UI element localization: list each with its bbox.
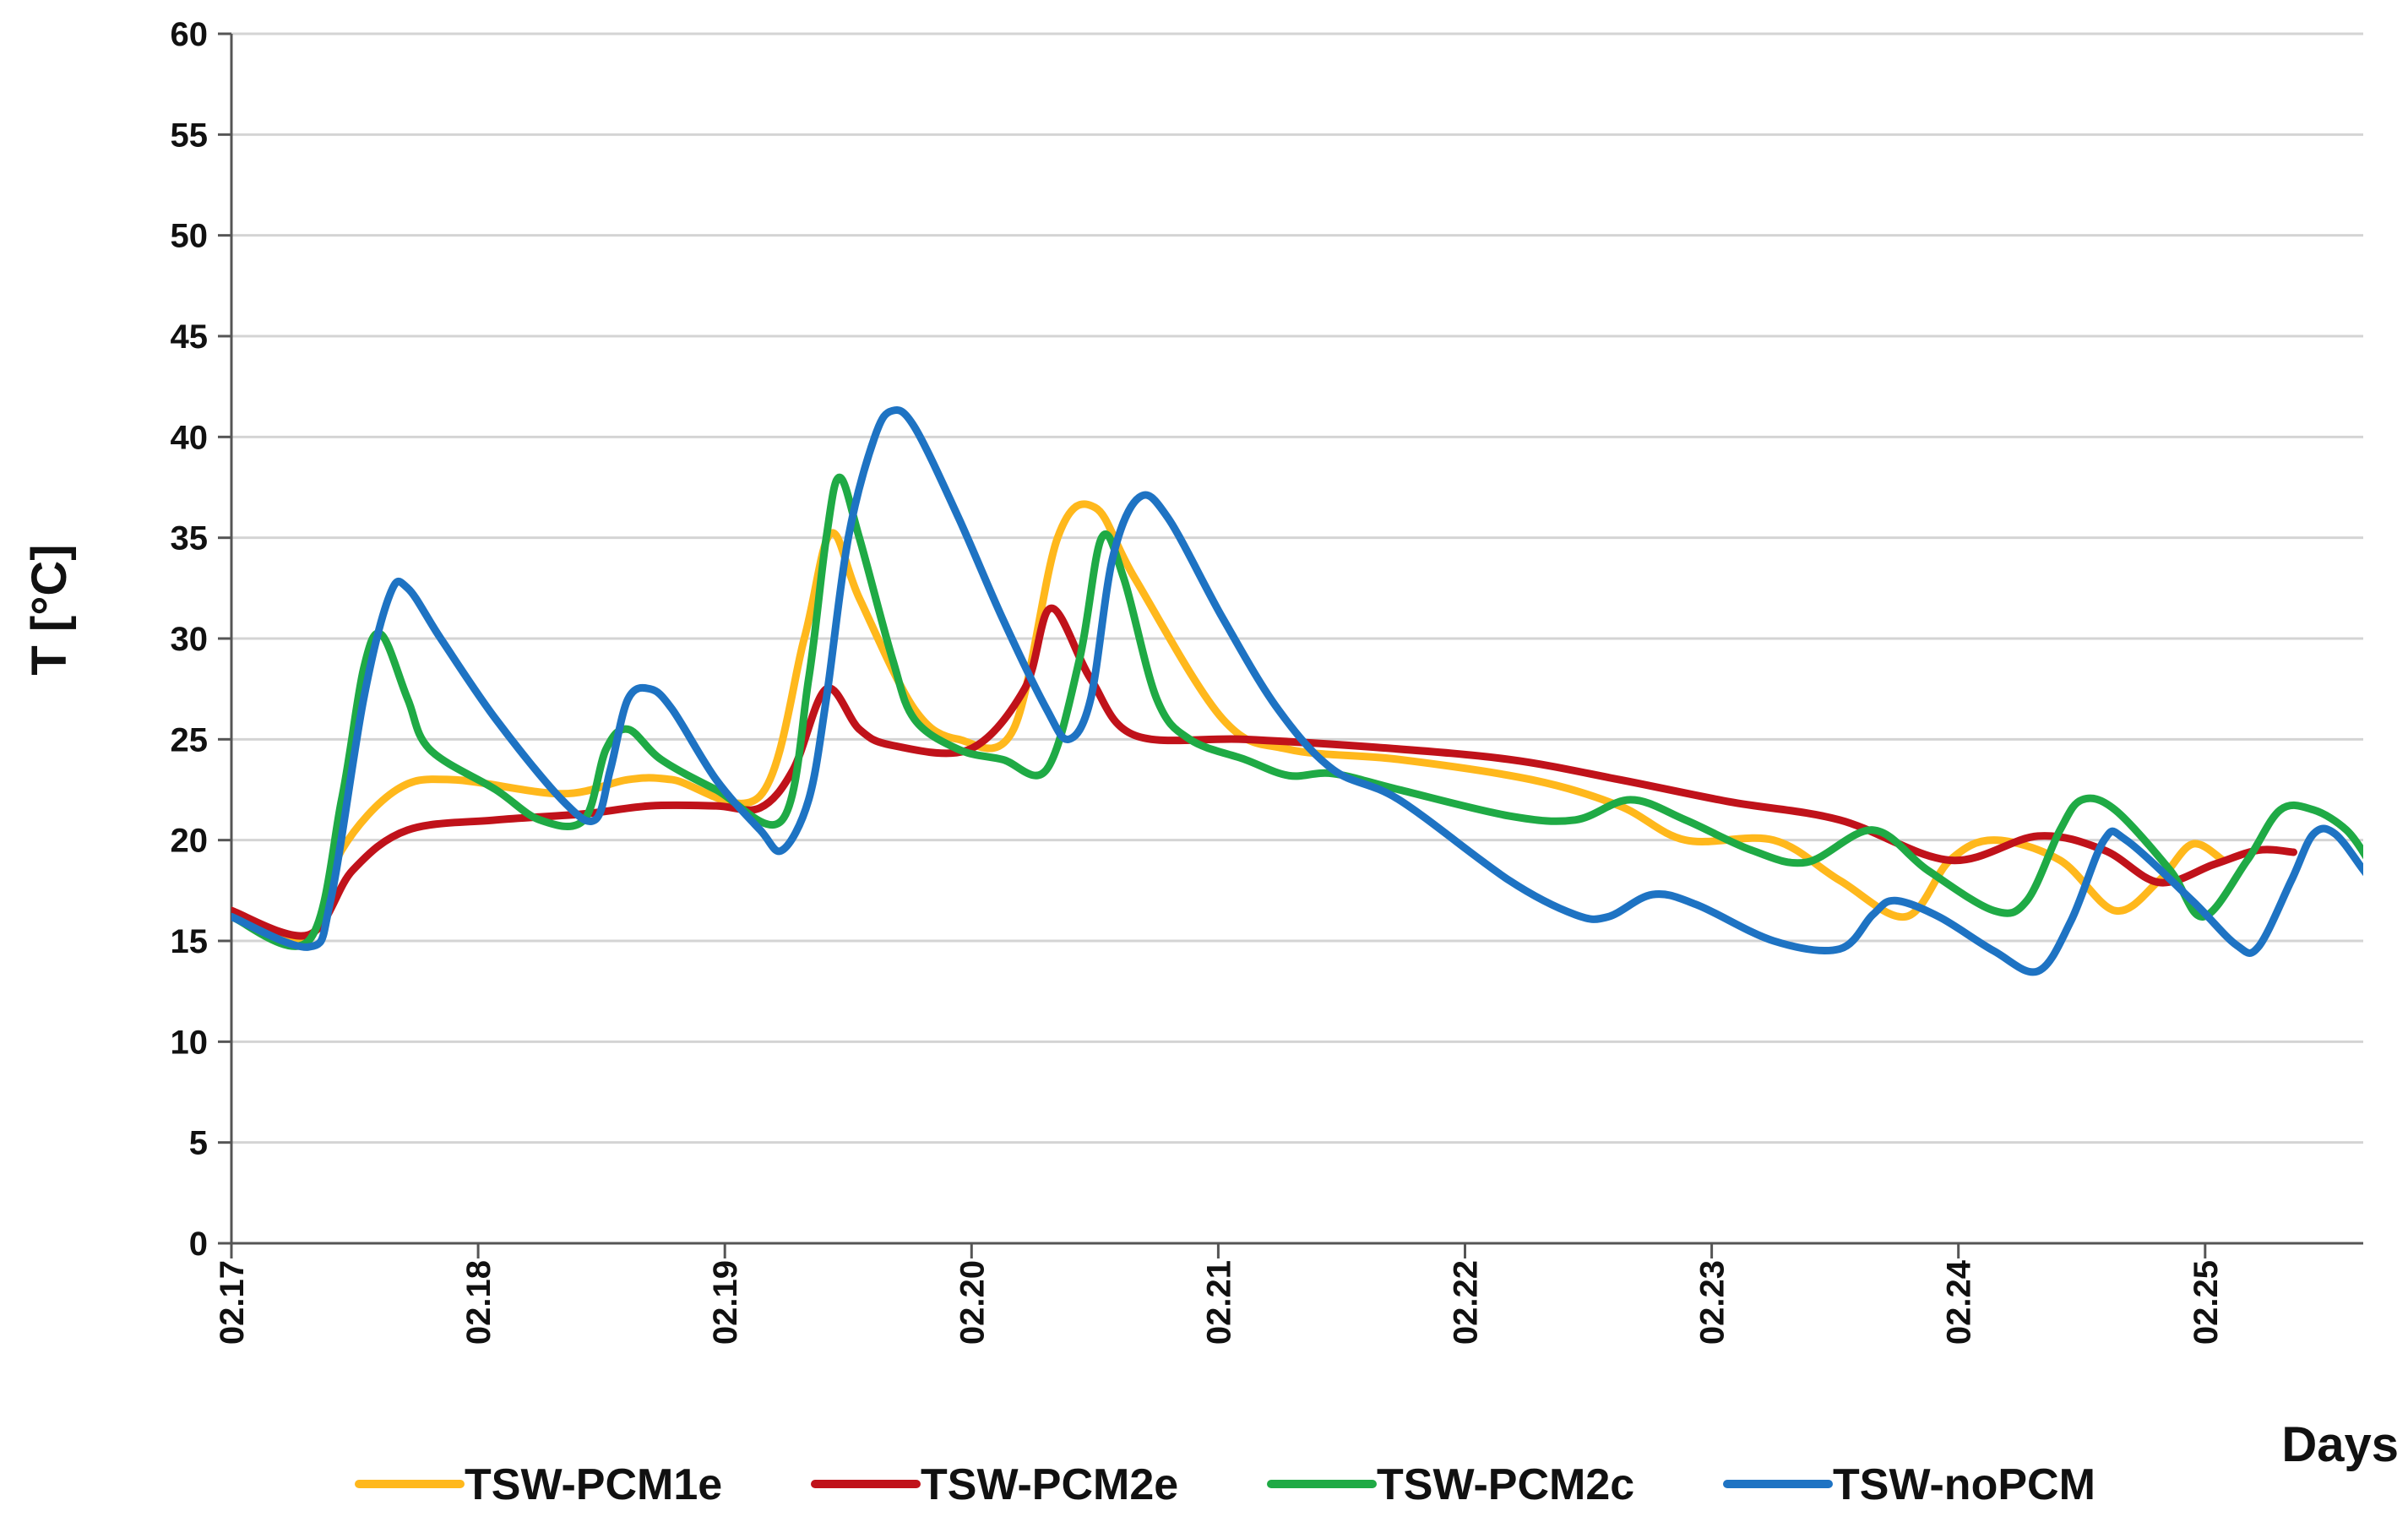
legend-label: TSW-noPCM [1833, 1460, 2095, 1509]
y-tick-label: 35 [171, 520, 209, 557]
series-line-tsw-nopcm [231, 405, 2363, 976]
x-tick-label: 02.17 [214, 1260, 251, 1345]
series-lines [231, 405, 2363, 976]
series-line-tsw-pcm2c [231, 473, 2363, 950]
axes [218, 32, 2363, 1258]
y-axis-label: T [°C] [22, 544, 77, 675]
y-tick-label: 0 [189, 1226, 208, 1263]
x-tick-label: 02.22 [1448, 1260, 1485, 1345]
y-tick-label: 20 [171, 823, 209, 860]
legend-label: TSW-PCM1e [465, 1460, 722, 1509]
y-tick-label: 10 [171, 1024, 209, 1061]
x-tick-label: 02.23 [1694, 1260, 1731, 1345]
gridlines [231, 32, 2363, 1144]
y-tick-label: 40 [171, 419, 209, 456]
legend-label: TSW-PCM2c [1377, 1460, 1634, 1509]
y-tick-labels: 0 5 10 15 20 25 30 35 40 45 50 55 60 [171, 16, 209, 1263]
y-tick-label: 5 [189, 1125, 208, 1162]
x-tick-label: 02.24 [1941, 1259, 1978, 1345]
y-tick-label: 60 [171, 16, 209, 53]
x-tick-label: 02.21 [1200, 1260, 1237, 1345]
y-tick-label: 45 [171, 318, 209, 356]
series-line-tsw-pcm1e [231, 500, 2227, 943]
y-tick-label: 15 [171, 923, 209, 960]
x-tick-labels: 02.17 02.18 02.19 02.20 02.21 02.22 02.23 02.24… [214, 1259, 2225, 1345]
x-tick-label: 02.18 [460, 1260, 497, 1345]
x-axis-label: Days [2281, 1417, 2399, 1472]
y-tick-label: 50 [171, 218, 209, 255]
y-tick-label: 55 [171, 117, 209, 154]
legend: TSW-PCM1e TSW-PCM2e TSW-PCM2c TSW-noPCM [355, 1460, 2095, 1509]
x-tick-label: 02.25 [2188, 1260, 2225, 1345]
y-tick-label: 25 [171, 721, 209, 758]
x-tick-label: 02.20 [954, 1260, 991, 1345]
y-tick-label: 30 [171, 621, 209, 658]
x-tick-label: 02.19 [707, 1260, 744, 1345]
legend-label: TSW-PCM2e [921, 1460, 1178, 1509]
